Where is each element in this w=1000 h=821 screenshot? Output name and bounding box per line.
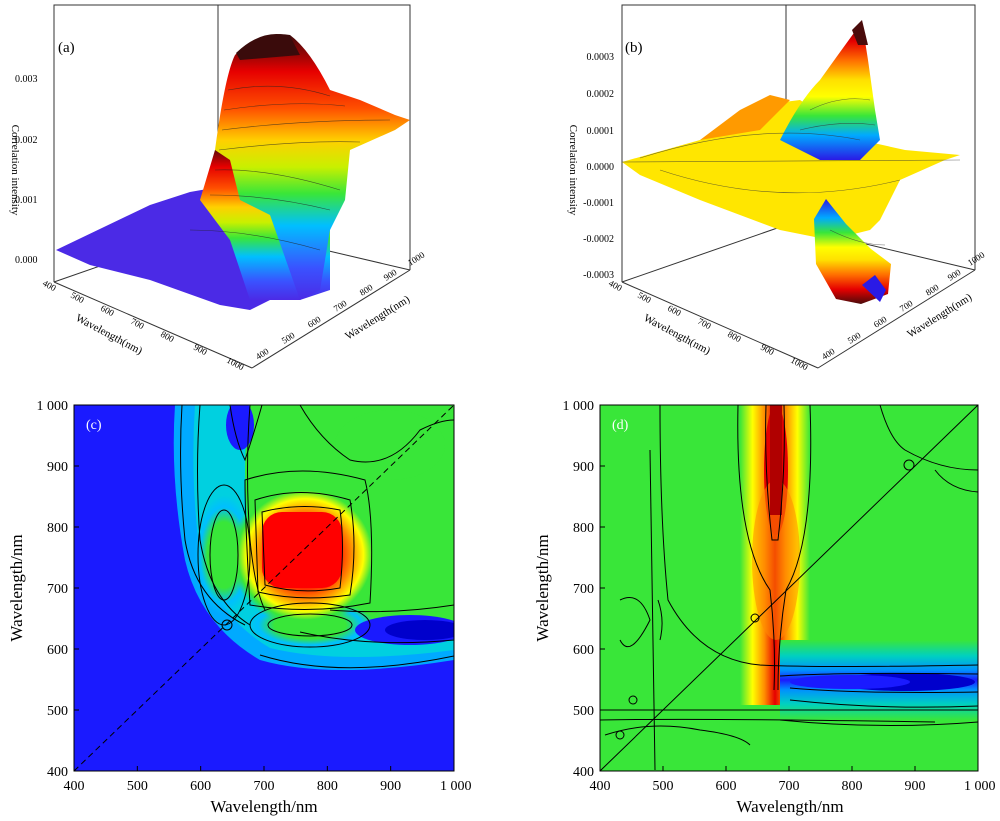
panel-b-ztick: 0.0003 <box>587 52 615 63</box>
panel-b-ztick: -0.0003 <box>583 270 614 281</box>
panel-c-xtick-label: 900 <box>380 779 401 794</box>
panel-b-ytick: 1000 <box>966 249 987 267</box>
panel-d-y-label: Wavelength/nm <box>533 534 552 641</box>
panel-c-contour-map: (c) 400 500 600 700 800 900 1 000 400 500 600 700 8… <box>7 399 472 816</box>
panel-d-contour-map: (d) 400 500 600 700 800 900 1 000 400 500 600 700 8… <box>533 399 996 816</box>
panel-d-diagonal <box>600 405 978 771</box>
panel-c-ytick-label: 500 <box>47 704 68 719</box>
panel-a-ytick: 700 <box>332 298 349 314</box>
panel-d-ytick-label: 900 <box>573 460 594 475</box>
panel-c-diagonal <box>74 405 454 771</box>
panel-a-xtick: 700 <box>129 316 146 331</box>
panel-c-xtick-label: 1 000 <box>440 779 472 794</box>
panel-b-xtick: 600 <box>666 303 683 318</box>
panel-d-ytick-label: 500 <box>573 704 594 719</box>
panel-b-ytick: 400 <box>820 346 837 362</box>
panel-a-xtick: 600 <box>99 303 116 318</box>
panel-a-ztick: 0.000 <box>15 255 38 266</box>
panel-b-ytick: 800 <box>924 282 941 298</box>
panel-b-xtick: 800 <box>726 329 743 344</box>
panel-b-label: (b) <box>625 40 643 56</box>
panel-b-ytick: 600 <box>872 314 889 330</box>
panel-c-xtick-label: 500 <box>127 779 148 794</box>
panel-d-xtick-label: 400 <box>590 779 611 794</box>
panel-b-ztick: 0.0000 <box>587 162 615 173</box>
panel-c-y-label: Wavelength/nm <box>7 534 26 641</box>
panel-c-label: (c) <box>86 418 102 433</box>
panel-b-ytick: 900 <box>946 267 963 283</box>
panel-d-xtick-label: 600 <box>716 779 737 794</box>
panel-a-surface <box>56 34 410 310</box>
panel-c-ytick-label: 400 <box>47 765 68 780</box>
panel-a-xtick: 800 <box>159 329 176 344</box>
panel-c-ytick-label: 800 <box>47 521 68 536</box>
panel-b-ztick: -0.0002 <box>583 234 614 245</box>
panel-a-xtick: 500 <box>69 290 86 305</box>
panel-a-ytick: 800 <box>358 282 375 298</box>
panel-d-contours <box>600 405 978 771</box>
panel-d-ytick-label: 800 <box>573 521 594 536</box>
panel-b-z-ticks: 0.0003 0.0002 0.0001 0.0000 -0.0001 -0.0… <box>583 52 614 281</box>
panel-c-xtick-label: 700 <box>254 779 275 794</box>
panel-b-x-ticks: 400 500 600 700 800 900 1000 <box>607 278 810 373</box>
panel-b-axes-box <box>621 4 976 369</box>
panel-a-ztick: 0.001 <box>15 195 38 206</box>
panel-b-z-label: Correlation intensity <box>567 125 579 216</box>
panel-c-ytick-label: 1 000 <box>37 399 69 414</box>
panel-d-x-label: Wavelength/nm <box>736 797 843 816</box>
panel-a-z-label: Correlation intensity <box>9 125 21 216</box>
panel-a-xtick: 900 <box>192 342 209 357</box>
panel-c-contours <box>180 405 454 669</box>
panel-b-xtick: 500 <box>636 290 653 305</box>
panel-b-ztick: 0.0002 <box>587 89 615 100</box>
panel-c-ytick-label: 900 <box>47 460 68 475</box>
panel-a-y-label: Wavelength(nm) <box>343 293 412 342</box>
panel-b-xtick: 700 <box>696 316 713 331</box>
panel-c-ytick-label: 600 <box>47 643 68 658</box>
panel-c-xtick-label: 400 <box>64 779 85 794</box>
panel-a-xtick: 400 <box>41 278 58 293</box>
panel-c-ytick-label: 700 <box>47 582 68 597</box>
panel-b-ytick: 500 <box>846 330 863 346</box>
panel-a-ytick: 400 <box>254 346 271 362</box>
panel-c-plot-area <box>74 405 454 771</box>
panel-a-ztick: 0.003 <box>15 74 38 85</box>
panel-d-ytick-label: 1 000 <box>563 399 595 414</box>
panel-d-ticks: 400 500 600 700 800 900 1 000 400 500 600 700 800 90… <box>563 399 996 794</box>
panel-c-ticks: 400 500 600 700 800 900 1 000 400 500 600 700 800 90… <box>37 399 472 794</box>
panel-b-surface <box>621 20 961 304</box>
panel-d-ytick-label: 400 <box>573 765 594 780</box>
panel-d-ytick-label: 700 <box>573 582 594 597</box>
panel-a-ytick: 1000 <box>406 249 427 267</box>
panel-a-label: (a) <box>58 40 75 56</box>
panel-a-ytick: 600 <box>306 314 323 330</box>
panel-d-xtick-label: 1 000 <box>964 779 996 794</box>
panel-b-y-label: Wavelength(nm) <box>905 291 974 340</box>
panel-d-xtick-label: 900 <box>905 779 926 794</box>
panel-a-ztick: 0.002 <box>15 135 38 146</box>
panel-b-ztick: 0.0001 <box>587 126 615 137</box>
panel-a-z-ticks: 0.003 0.002 0.001 0.000 <box>15 74 38 266</box>
panel-b-ztick: -0.0001 <box>583 198 614 209</box>
panel-d-plot-area <box>600 405 978 771</box>
panel-d-label: (d) <box>612 418 629 433</box>
panel-b-xtick: 1000 <box>789 355 810 373</box>
panel-c-xtick-label: 600 <box>190 779 211 794</box>
panel-d-xtick-label: 700 <box>779 779 800 794</box>
panel-b-ytick: 700 <box>898 298 915 314</box>
panel-b-xtick: 900 <box>759 342 776 357</box>
panel-b-3d-surface: (b) 0.0003 0.0002 0.0001 0.0000 -0.0001 … <box>567 4 987 373</box>
panel-a-xtick: 1000 <box>225 355 246 373</box>
panel-c-x-label: Wavelength/nm <box>210 797 317 816</box>
panel-d-ytick-label: 600 <box>573 643 594 658</box>
panel-d-xtick-label: 500 <box>653 779 674 794</box>
panel-a-3d-surface: (a) 0.003 0.002 0.001 0.000 Correlation … <box>9 4 427 373</box>
panel-d-xtick-label: 800 <box>842 779 863 794</box>
panel-a-ytick: 900 <box>382 267 399 283</box>
panel-a-ytick: 500 <box>280 330 297 346</box>
panel-c-xtick-label: 800 <box>317 779 338 794</box>
